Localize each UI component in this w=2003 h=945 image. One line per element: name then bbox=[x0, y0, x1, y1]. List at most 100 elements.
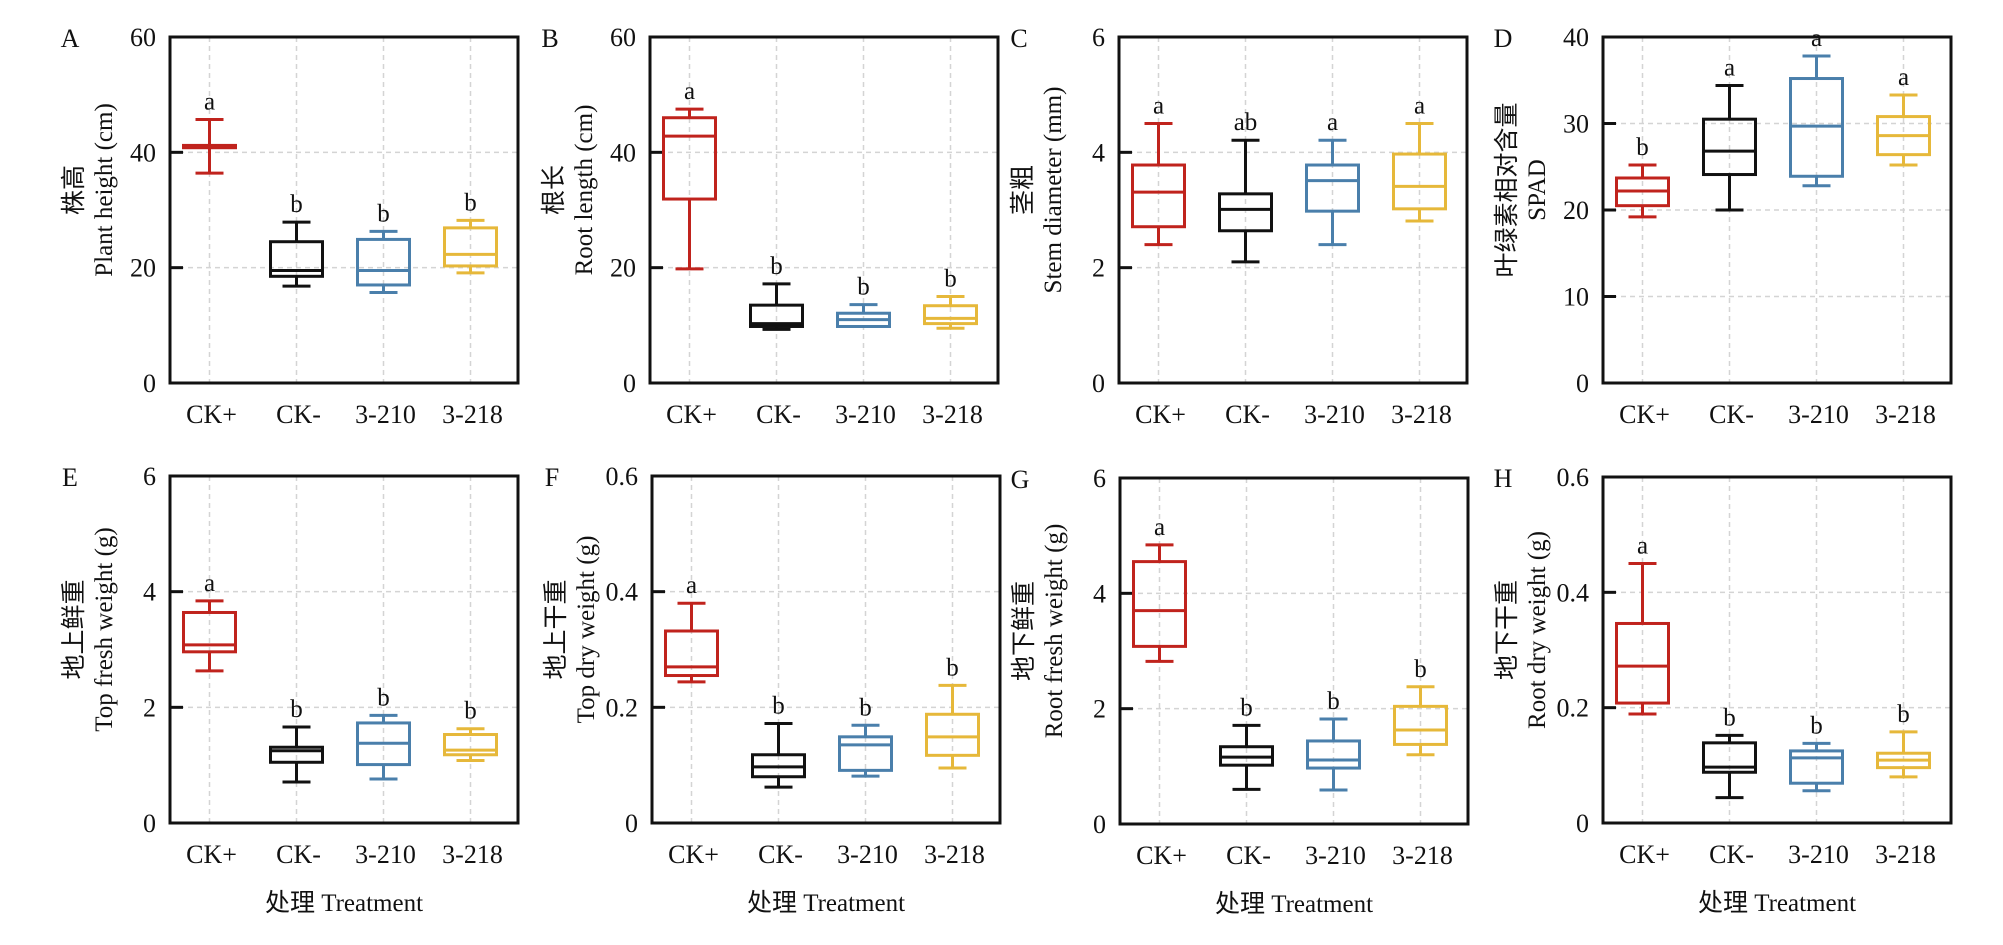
box-ckminus: b bbox=[751, 693, 806, 789]
box-iqr bbox=[1702, 741, 1757, 774]
x-category-label: 3-218 bbox=[442, 400, 503, 429]
panel-letter: H bbox=[1494, 464, 1513, 493]
y-tick-label: 40 bbox=[610, 138, 636, 167]
significance-letter: b bbox=[944, 266, 957, 293]
significance-letter: a bbox=[204, 88, 215, 115]
box-ckplus: a bbox=[1615, 533, 1670, 716]
box-iqr bbox=[1306, 739, 1361, 770]
y-axis-label-english: Root dry weight (g) bbox=[1524, 531, 1551, 729]
y-axis-label-english: Root fresh weight (g) bbox=[1041, 524, 1068, 739]
y-tick-label: 20 bbox=[1563, 196, 1589, 225]
y-axis-label-chinese: 地下干重 bbox=[1493, 580, 1521, 680]
box-3minus218: a bbox=[1392, 93, 1447, 223]
box-ckplus: a bbox=[1132, 514, 1187, 663]
y-tick-label: 0.6 bbox=[606, 462, 639, 491]
x-category-label: 3-218 bbox=[1875, 840, 1936, 869]
box-iqr bbox=[1615, 621, 1670, 705]
significance-letter: a bbox=[1327, 109, 1338, 136]
x-category-label: 3-218 bbox=[1392, 841, 1453, 870]
box-iqr bbox=[1305, 163, 1360, 213]
significance-letter: a bbox=[1153, 93, 1164, 120]
panel-letter: G bbox=[1011, 465, 1030, 494]
box-iqr bbox=[1132, 560, 1187, 648]
x-category-label: CK- bbox=[1709, 840, 1754, 869]
x-category-label: 3-218 bbox=[924, 840, 985, 869]
significance-letter: a bbox=[1898, 64, 1909, 91]
x-category-label: 3-218 bbox=[922, 400, 983, 429]
box-iqr bbox=[356, 237, 411, 287]
significance-letter: b bbox=[772, 693, 785, 720]
y-axis-label-english: Top fresh weight (g) bbox=[91, 527, 118, 731]
x-category-label: 3-210 bbox=[1788, 840, 1849, 869]
y-tick-label: 0.6 bbox=[1557, 463, 1590, 492]
y-tick-label: 6 bbox=[143, 462, 156, 491]
significance-letter: b bbox=[857, 274, 870, 301]
x-category-label: CK+ bbox=[186, 400, 237, 429]
y-tick-label: 6 bbox=[1093, 464, 1106, 493]
y-tick-label: 0.2 bbox=[606, 693, 639, 722]
x-axis-label: 处理 Treatment bbox=[1215, 890, 1373, 918]
box-ckplus: a bbox=[664, 572, 719, 684]
significance-letter: ab bbox=[1234, 109, 1258, 136]
y-axis-label-chinese: 叶绿素相对含量 bbox=[1493, 102, 1521, 277]
x-category-label: CK- bbox=[756, 400, 801, 429]
y-axis-label-english: Stem diameter (mm) bbox=[1040, 87, 1067, 294]
significance-letter: b bbox=[290, 191, 303, 218]
box-iqr bbox=[443, 226, 498, 268]
plot-frame bbox=[168, 35, 520, 385]
panel-e: 0 2 4 6 E 地上鲜重 Top fresh weight (g) CK+ CK- 3-210… bbox=[60, 462, 520, 917]
significance-letter: b bbox=[1897, 701, 1910, 728]
y-tick-label: 60 bbox=[130, 23, 156, 52]
significance-letter: b bbox=[946, 654, 959, 681]
x-category-label: 3-218 bbox=[1875, 400, 1936, 429]
significance-letter: b bbox=[770, 253, 783, 280]
y-tick-label: 2 bbox=[143, 693, 156, 722]
x-category-label: CK- bbox=[276, 840, 321, 869]
box-3minus218: b bbox=[443, 698, 498, 763]
panel-letter: B bbox=[541, 24, 558, 53]
box-ckminus: b bbox=[1702, 704, 1757, 800]
plot-frame bbox=[648, 35, 1000, 385]
y-axis-label-chinese: 地上干重 bbox=[542, 579, 570, 679]
y-tick-label: 0 bbox=[1576, 809, 1589, 838]
x-category-label: 3-218 bbox=[1391, 400, 1452, 429]
y-tick-label: 4 bbox=[1093, 579, 1106, 608]
box-ckminus: b bbox=[749, 253, 804, 331]
x-category-label: 3-210 bbox=[835, 400, 896, 429]
y-tick-label: 40 bbox=[130, 138, 156, 167]
significance-letter: b bbox=[464, 698, 477, 725]
y-axis-label-chinese: 根长 bbox=[540, 165, 568, 215]
y-tick-label: 0.2 bbox=[1557, 694, 1590, 723]
significance-letter: a bbox=[204, 570, 215, 597]
box-iqr bbox=[1393, 704, 1448, 746]
y-tick-label: 10 bbox=[1563, 283, 1589, 312]
significance-letter: a bbox=[1811, 25, 1822, 52]
significance-letter: b bbox=[1636, 134, 1649, 161]
significance-letter: b bbox=[1240, 694, 1253, 721]
y-tick-label: 60 bbox=[610, 23, 636, 52]
y-tick-label: 4 bbox=[143, 578, 156, 607]
box-iqr bbox=[923, 304, 978, 326]
y-axis-label: 茎粗 Stem diameter (mm) bbox=[1009, 87, 1067, 294]
box-ckminus: ab bbox=[1218, 109, 1273, 264]
y-tick-label: 0 bbox=[1576, 369, 1589, 398]
box-3minus218: b bbox=[923, 266, 978, 330]
x-axis-label: 处理 Treatment bbox=[1698, 889, 1856, 917]
box-ckminus: b bbox=[269, 191, 324, 288]
x-category-label: 3-210 bbox=[355, 840, 416, 869]
box-ckminus: a bbox=[1702, 54, 1757, 212]
x-category-label: 3-210 bbox=[355, 400, 416, 429]
panel-a: 0 20 40 60 A 株高 Plant height (cm) CK+ CK- 3-210 3-… bbox=[60, 23, 520, 429]
y-tick-label: 6 bbox=[1092, 23, 1105, 52]
box-3minus210: b bbox=[836, 274, 891, 328]
y-axis-label: 地下鲜重 Root fresh weight (g) bbox=[1010, 524, 1068, 739]
box-iqr bbox=[1218, 192, 1273, 233]
y-tick-label: 2 bbox=[1092, 254, 1105, 283]
x-category-label: CK- bbox=[1709, 400, 1754, 429]
x-category-label: CK- bbox=[1225, 400, 1270, 429]
y-tick-label: 0 bbox=[143, 809, 156, 838]
y-tick-label: 0 bbox=[143, 369, 156, 398]
box-iqr bbox=[182, 610, 237, 654]
box-3minus210: a bbox=[1305, 109, 1360, 247]
panel-letter: D bbox=[1494, 24, 1513, 53]
